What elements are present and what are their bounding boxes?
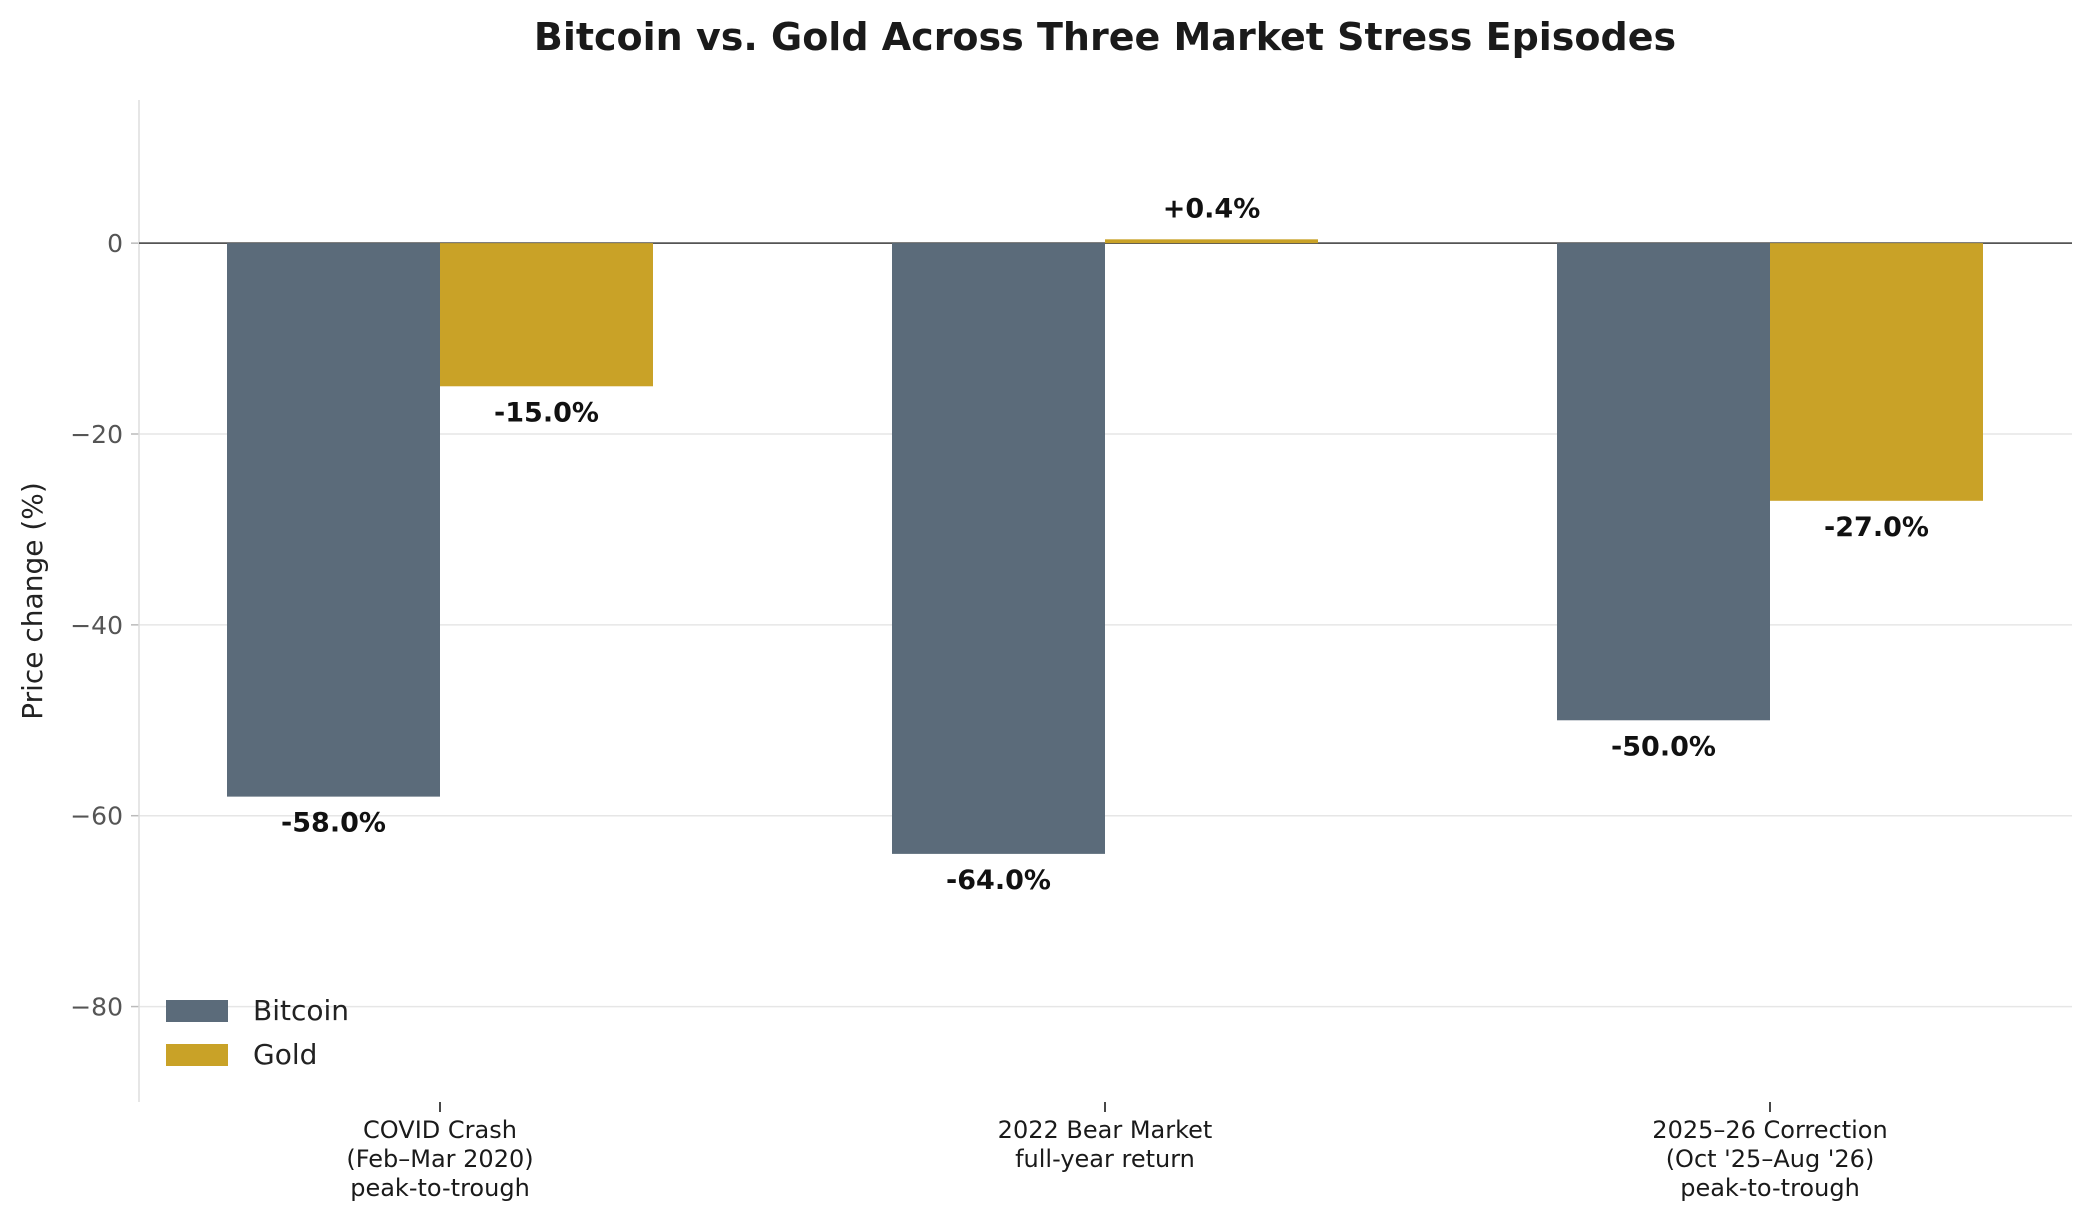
category-label-line: peak-to-trough	[350, 1174, 530, 1202]
bar-gold	[440, 243, 653, 387]
category-label: COVID Crash (Feb–Mar 2020) peak-to-trough	[346, 1116, 533, 1202]
legend-swatch-gold	[166, 1044, 228, 1066]
bar-bitcoin	[227, 243, 440, 797]
chart-title: Bitcoin vs. Gold Across Three Market Str…	[534, 15, 1676, 59]
bar-bitcoin	[892, 243, 1105, 854]
y-axis-label: Price change (%)	[16, 482, 49, 720]
legend-label: Bitcoin	[253, 994, 349, 1027]
legend-label: Gold	[253, 1038, 317, 1071]
data-label: +0.4%	[1163, 193, 1261, 224]
category-label-line: peak-to-trough	[1680, 1174, 1860, 1202]
data-label: -27.0%	[1824, 512, 1929, 543]
category-label-line: 2025–26 Correction	[1652, 1116, 1887, 1144]
data-labels: -58.0% -64.0% -50.0% -15.0% +0.4% -27.0%	[281, 193, 1929, 896]
data-label: -64.0%	[946, 865, 1051, 896]
category-label-line: (Feb–Mar 2020)	[346, 1145, 533, 1173]
bar-bitcoin	[1557, 243, 1770, 721]
y-tick-label: −20	[70, 420, 123, 449]
bar-gold	[1105, 239, 1318, 244]
bar-gold	[1770, 243, 1983, 501]
category-label: 2025–26 Correction (Oct '25–Aug '26) peak-…	[1652, 1116, 1887, 1202]
y-tick-label: −40	[70, 611, 123, 640]
legend-swatch-bitcoin	[166, 1000, 228, 1022]
category-label-line: COVID Crash	[363, 1116, 517, 1144]
category-label: 2022 Bear Market full-year return	[998, 1116, 1213, 1173]
y-tick-label: 0	[107, 229, 123, 258]
category-label-line: 2022 Bear Market	[998, 1116, 1213, 1144]
category-label-line: (Oct '25–Aug '26)	[1666, 1145, 1875, 1173]
y-tick-label: −80	[70, 993, 123, 1022]
data-label: -58.0%	[281, 808, 386, 839]
category-label-line: full-year return	[1015, 1145, 1195, 1173]
data-label: -15.0%	[494, 397, 599, 428]
bars	[227, 239, 1983, 854]
legend: Bitcoin Gold	[166, 994, 349, 1071]
y-tick-label: −60	[70, 802, 123, 831]
data-label: -50.0%	[1611, 731, 1716, 762]
